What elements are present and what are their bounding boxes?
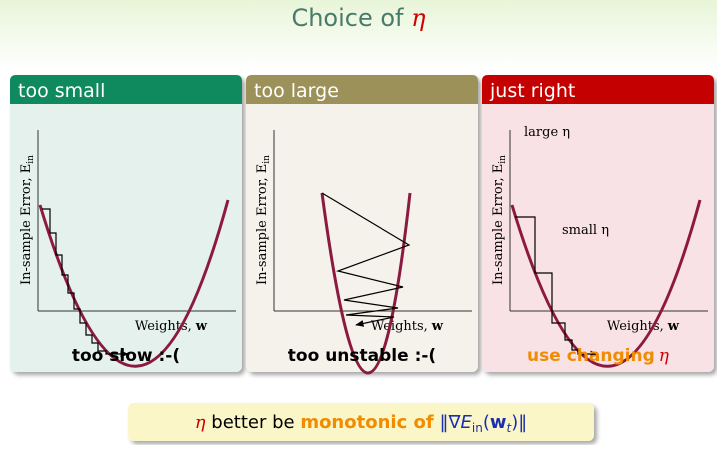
footer-box [128, 403, 594, 441]
footer-text: η better be monotonic of ‖∇Ein(wt)‖ [195, 412, 528, 435]
panel-body [482, 75, 714, 372]
error-curve [320, 192, 412, 375]
x-axis-label: Weights, w [371, 319, 444, 334]
panel-header-text: too small [18, 80, 105, 102]
y-axis-label: In-sample Error, Ein [19, 155, 36, 285]
footer-highlight: monotonic of [300, 412, 434, 433]
y-label-text: In-sample Error, E [491, 164, 506, 285]
panel-header [246, 75, 478, 104]
title-text: Choice of [291, 4, 404, 32]
y-label-sub: in [262, 155, 272, 164]
descent-path [321, 192, 411, 327]
panel-header [482, 75, 714, 104]
caption-text: use changing [527, 346, 655, 366]
panel-header-text: too large [254, 80, 339, 102]
y-axis-label: In-sample Error, Ein [255, 155, 272, 285]
y-label-sub: in [26, 155, 36, 164]
x-label-text: Weights, [371, 319, 428, 334]
x-label-bold: w [667, 319, 680, 334]
y-label-text: In-sample Error, E [19, 164, 34, 285]
panel: too small In-sample Error, Ein Weights, w to… [10, 75, 242, 372]
footer-e-sub: in [472, 421, 483, 435]
error-curve [510, 199, 702, 368]
error-curve [38, 199, 230, 368]
y-axis-label: In-sample Error, Ein [491, 155, 508, 285]
panel-body [10, 75, 242, 372]
panel-caption: use changing η [527, 346, 670, 366]
annotation: small η [562, 223, 609, 238]
descent-path [515, 216, 599, 358]
footer-e: E [461, 412, 473, 433]
panel-header-text: just right [489, 80, 575, 102]
caption-symbol: η [659, 346, 670, 366]
panel-caption: too unstable :-( [288, 346, 436, 366]
footer-norm: ‖∇ [439, 412, 461, 433]
caption-text: too unstable :-( [288, 346, 436, 366]
panel: too large In-sample Error, Ein Weights, w to… [246, 75, 478, 375]
annotation: large η [524, 125, 570, 140]
y-label-text: In-sample Error, E [255, 164, 270, 285]
x-label-bold: w [431, 319, 444, 334]
x-label-bold: w [195, 319, 208, 334]
slide-title: Choice of η [0, 4, 717, 32]
footer-paren: ( [483, 412, 490, 433]
title-symbol: η [411, 4, 426, 32]
descent-path [42, 208, 129, 358]
panel-body [246, 75, 478, 372]
panel: just right In-sample Error, Ein Weights, w u… [482, 75, 714, 372]
panel-header [10, 75, 242, 104]
footer-w: w [490, 412, 507, 433]
panel-caption: too slow :-( [72, 346, 180, 366]
y-label-sub: in [498, 155, 508, 164]
footer-symbol: η [195, 412, 206, 433]
x-axis-label: Weights, w [607, 319, 680, 334]
footer-plain: better be [211, 412, 294, 433]
x-axis-label: Weights, w [135, 319, 208, 334]
caption-text: too slow :-( [72, 346, 180, 366]
footer: η better be monotonic of ‖∇Ein(wt)‖ [128, 403, 594, 441]
footer-close: )‖ [511, 412, 527, 433]
footer-w-sub: t [507, 421, 513, 435]
